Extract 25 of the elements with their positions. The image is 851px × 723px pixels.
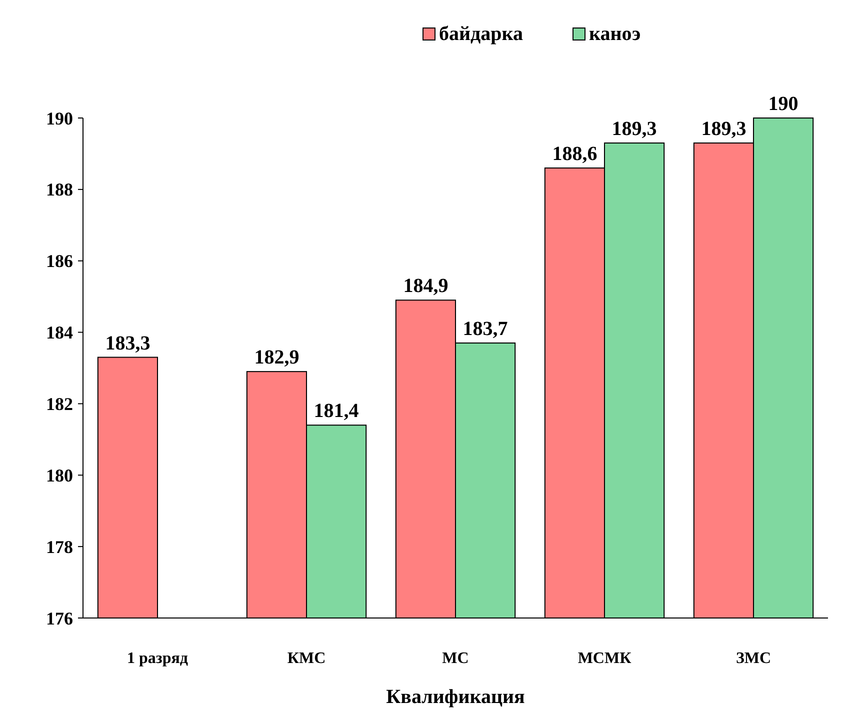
x-axis-title: Квалификация xyxy=(386,686,526,708)
legend-label: байдарка xyxy=(439,23,523,45)
data-label: 190 xyxy=(768,93,798,115)
x-tick-label: МСМК xyxy=(578,650,632,667)
y-tick-label: 190 xyxy=(46,108,73,128)
x-tick-label: ЗМС xyxy=(736,650,772,667)
data-label: 189,3 xyxy=(612,118,657,140)
y-tick-label: 182 xyxy=(46,394,73,414)
y-tick-label: 184 xyxy=(46,322,73,343)
data-label: 181,4 xyxy=(314,400,359,422)
x-tick-label: МС xyxy=(442,650,469,667)
data-label: 183,3 xyxy=(105,332,150,354)
y-tick-label: 180 xyxy=(46,465,73,486)
y-tick-label: 186 xyxy=(46,251,73,272)
x-tick-label: КМС xyxy=(287,650,326,667)
y-tick-label: 176 xyxy=(46,608,73,628)
x-tick-label: 1 разряд xyxy=(127,650,188,667)
y-tick-label: 178 xyxy=(46,536,73,557)
data-label: 188,6 xyxy=(552,143,598,165)
legend-label: каноэ xyxy=(589,23,641,45)
y-tick-label: 188 xyxy=(46,180,73,200)
data-label: 182,9 xyxy=(254,346,300,369)
data-label: 189,3 xyxy=(701,118,746,140)
data-label: 183,7 xyxy=(462,318,508,340)
data-label: 184,9 xyxy=(403,275,448,298)
